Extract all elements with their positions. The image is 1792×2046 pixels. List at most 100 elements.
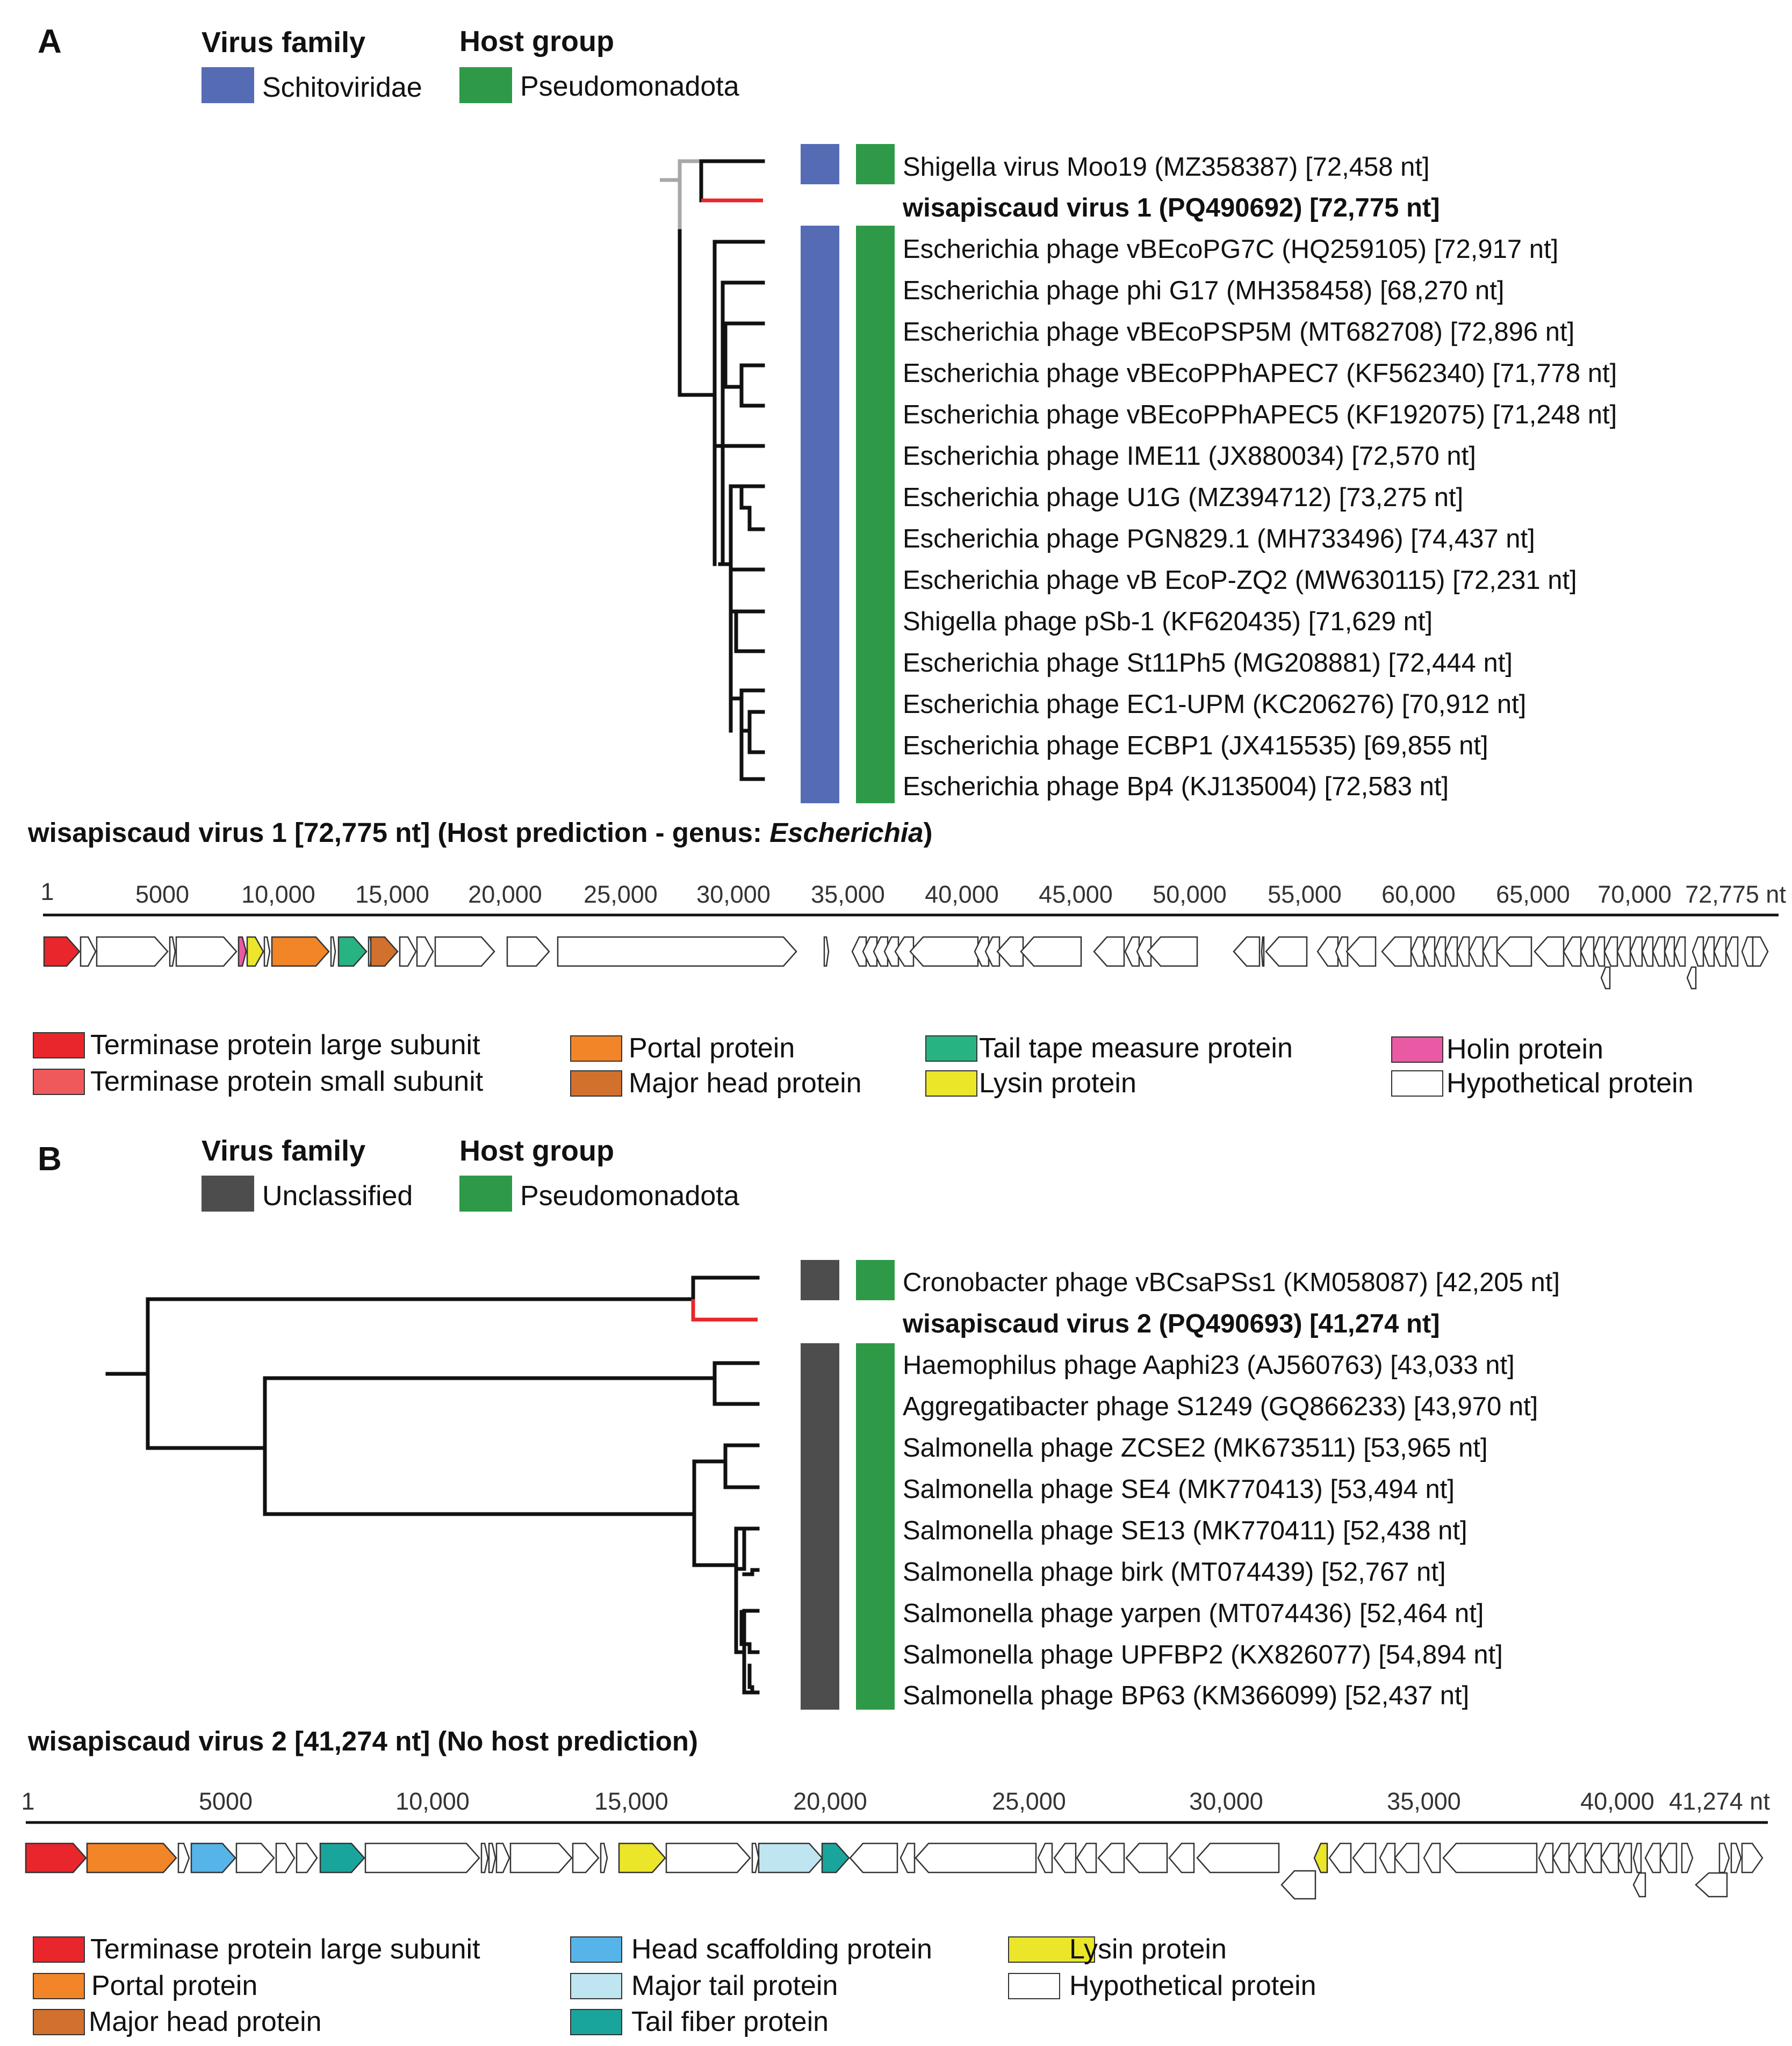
legend-label: Terminase protein large subunit (90, 1934, 480, 1965)
tick-label: 30,000 (1189, 1788, 1263, 1815)
panel-b-genome-ticks: 1 5000 10,000 15,000 20,000 25,000 30,00… (21, 1788, 1770, 1815)
panel-b-family-label: Unclassified (262, 1180, 413, 1212)
panel-a-genome-title-prefix: wisapiscaud virus 1 [72,775 nt] (Host pr… (27, 817, 769, 848)
panel-b-genome-title: wisapiscaud virus 2 [41,274 nt] (No host… (27, 1726, 698, 1756)
gene (1434, 936, 1446, 967)
tick-label: 5000 (199, 1788, 253, 1815)
gene (1265, 936, 1308, 967)
tick-label: 25,000 (992, 1788, 1066, 1815)
panel-a-genome-title: wisapiscaud virus 1 [72,775 nt] (Host pr… (27, 817, 932, 848)
panel-a-genome-ticks: 1 5000 10,000 15,000 20,000 25,000 30,00… (40, 878, 1786, 908)
gene (1456, 936, 1470, 967)
taxon-label: Salmonella phage SE4 (MK770413) [53,494 … (903, 1475, 1455, 1504)
gene (1644, 1842, 1661, 1874)
taxon-label: Salmonella phage birk (MT074439) [52,767… (903, 1558, 1446, 1587)
gene (751, 1842, 760, 1874)
gene (1600, 1842, 1620, 1874)
taxon-label: Salmonella phage SE13 (MK770411) [52,438… (903, 1516, 1467, 1545)
legend-swatch (1008, 1936, 1095, 1963)
gene (873, 936, 889, 967)
gene (488, 1842, 496, 1874)
gene (1444, 936, 1458, 967)
legend-swatch (570, 1035, 622, 1062)
lysin-gene (246, 936, 264, 967)
taxon-label: Escherichia phage vBEcoPPhAPEC5 (KF19207… (903, 400, 1617, 429)
panel-a-host-group-title: Host group (459, 25, 614, 57)
panel-b-root-lower (146, 1297, 760, 1450)
tick-label: 40,000 (1580, 1788, 1654, 1815)
legend-swatch (570, 1936, 622, 1963)
gene (96, 936, 169, 967)
panel-b-family-column (801, 1343, 839, 1710)
gene (1168, 1842, 1195, 1874)
gene (557, 936, 797, 967)
panel-a-family-cell-top (801, 144, 839, 184)
legend-label: Terminase protein large subunit (90, 1029, 480, 1061)
tick-label: 45,000 (1039, 881, 1113, 908)
gene (1616, 936, 1631, 967)
panel-b-taxa: Cronobacter phage vBCsaPSs1 (KM058087) [… (902, 1268, 1560, 1710)
legend-label: Tail fiber protein (631, 2006, 829, 2037)
head-scaffolding-gene (190, 1842, 236, 1874)
gene (899, 1842, 916, 1874)
gene (434, 936, 495, 967)
portal-gene (86, 1842, 177, 1874)
tick-label: 15,000 (355, 881, 429, 908)
legend-label: Portal protein (629, 1033, 795, 1064)
legend-swatch (925, 1070, 977, 1097)
branch (739, 718, 765, 781)
gene (1538, 1842, 1554, 1874)
gene (851, 936, 867, 967)
panel-b-virus-family-title: Virus family (201, 1135, 365, 1167)
panel-a-host-swatch (459, 67, 512, 103)
legend-label: Terminase protein small subunit (90, 1066, 484, 1097)
legend-label: Major head protein (89, 2006, 322, 2037)
taxon-label: Escherichia phage vBEcoPSP5M (MT682708) … (903, 318, 1574, 347)
gene (600, 1842, 608, 1874)
gene (1345, 936, 1377, 967)
gene (1261, 936, 1265, 967)
legend-swatch (33, 1936, 85, 1963)
panel-a-genome-title-suffix: ) (923, 817, 932, 848)
taxon-label: Escherichia phage Bp4 (KJ135004) [72,583… (903, 772, 1449, 801)
gene (1659, 1842, 1678, 1874)
gene (1422, 936, 1436, 967)
gene (1593, 936, 1606, 967)
legend-swatch (33, 1069, 85, 1095)
legend-label: Tail tape measure protein (979, 1033, 1293, 1064)
panel-a-root-branch-grey (660, 178, 682, 231)
panel-b-family-swatch (201, 1176, 254, 1212)
gene (175, 936, 238, 967)
gene (984, 936, 1001, 967)
taxon-label: Escherichia phage vBEcoPG7C (HQ259105) [… (903, 235, 1558, 264)
branch (734, 1567, 760, 1695)
panel-b-gene-legend: Terminase protein large subunit Portal p… (33, 1934, 1316, 2037)
portal-gene (271, 936, 330, 967)
gene (1580, 936, 1595, 967)
legend-label: Hypothetical protein (1069, 1970, 1316, 2001)
taxon-label: Salmonella phage ZCSE2 (MK673511) [53,96… (903, 1433, 1488, 1463)
panel-b-letter: B (38, 1141, 62, 1178)
gene (416, 936, 434, 967)
gene (330, 936, 336, 967)
gene (909, 936, 979, 967)
tick-label: 25,000 (584, 881, 658, 908)
tick-label: 40,000 (925, 881, 999, 908)
taxon-label: Escherichia phage vB EcoP-ZQ2 (MW630115)… (903, 566, 1577, 595)
gene (1686, 966, 1697, 990)
gene (1316, 936, 1339, 967)
gene (1147, 936, 1198, 967)
gene (1410, 936, 1425, 967)
terminase-large-gene (43, 936, 81, 967)
gene (235, 1842, 275, 1874)
gene (80, 936, 97, 967)
gene (665, 1842, 751, 1874)
gene (506, 936, 550, 967)
branch (731, 688, 765, 754)
panel-a-genome-title-genus: Escherichia (769, 817, 923, 848)
panel-b-gene-track (25, 1842, 1764, 1900)
gene (849, 1842, 898, 1874)
tick-label: 70,000 (1597, 881, 1672, 908)
legend-label: Holin protein (1446, 1034, 1603, 1065)
